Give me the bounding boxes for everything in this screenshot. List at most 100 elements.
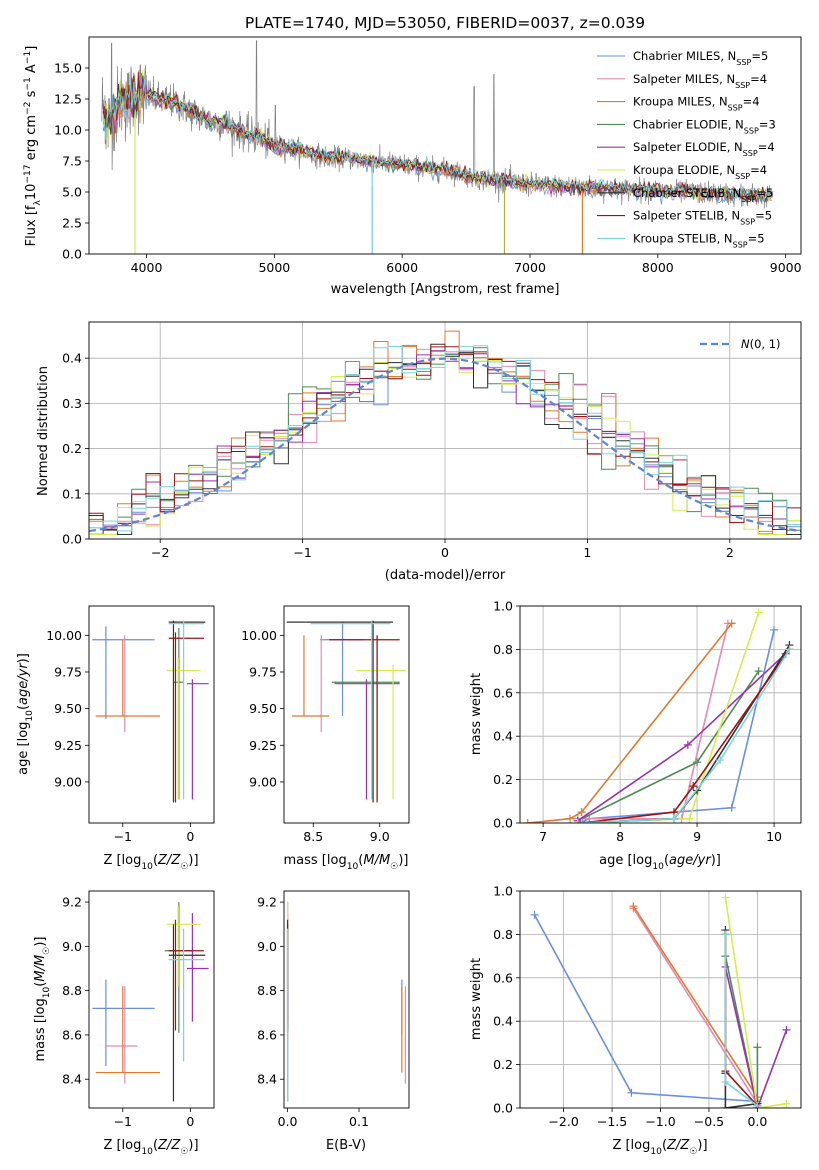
- weight-point-3: [577, 808, 586, 817]
- axes-mass_vs_Z: −1 0 8.4 8.6 8.8 9.0 9.2: [62, 890, 215, 1129]
- y-tick-label: 2.5: [62, 216, 82, 231]
- y-tick-label: 0.3: [62, 396, 82, 411]
- weight-point-9: [669, 814, 678, 823]
- axes-frame: [283, 890, 410, 1109]
- y-tick-label: 0.2: [62, 441, 82, 456]
- weight-line-5: [724, 966, 788, 1108]
- y-tick-label: 9.0: [62, 939, 82, 954]
- x-axis-label: (data-model)/error: [385, 568, 506, 583]
- axes-mass_vs_EBV: 0.0 0.1 8.4 8.6 8.8 9.0 9.2: [257, 890, 410, 1129]
- residual-histogram-8: [89, 346, 801, 535]
- x-tick-label: −2: [151, 545, 169, 560]
- weight-point-4: [753, 1043, 762, 1052]
- legend-entry-5: Salpeter ELODIE, NSSP=4: [633, 140, 775, 158]
- legend-entry-7: Chabrier STELIB, NSSP=5: [633, 186, 773, 204]
- weight-point-6: [573, 819, 582, 823]
- weight-point-9: [721, 930, 730, 939]
- weight-point-6: [721, 893, 730, 902]
- y-tick-label: 9.50: [54, 701, 82, 716]
- legend-entry-8: Salpeter STELIB, NSSP=5: [633, 209, 772, 227]
- weight-line-9: [581, 648, 791, 823]
- x-tick-label: 7000: [514, 260, 546, 275]
- x-tick-label: 8: [616, 829, 624, 844]
- x-axis-label: Z [log10(Z/Z☉)]: [612, 1138, 707, 1157]
- x-tick-label: 0.0: [747, 1114, 767, 1129]
- legend-entry-3: Kroupa MILES, NSSP=4: [633, 95, 760, 113]
- plot-area: [520, 606, 801, 823]
- y-tick-label: 15.0: [54, 61, 82, 76]
- x-axis-label: Z [log10(Z/Z☉)]: [103, 853, 198, 872]
- y-tick-label: 0.0: [493, 816, 513, 831]
- x-tick-label: −1: [293, 545, 311, 560]
- y-tick-label: 8.4: [257, 1072, 277, 1087]
- model-spectrum-8: [102, 71, 772, 203]
- weight-point-8: [689, 782, 698, 791]
- y-tick-label: 1.0: [493, 599, 513, 614]
- weight-line-4: [724, 955, 759, 1108]
- model-spectrum-9: [102, 78, 773, 201]
- weight-line-6: [577, 612, 760, 823]
- x-tick-label: 2: [726, 545, 734, 560]
- axes-weight_vs_Z: −2.0 −1.5 −1.0 −0.5 0.0 0.0 0.2 0.4 0.6 0.8 1.0: [493, 884, 802, 1129]
- weight-point-1: [770, 625, 779, 634]
- weight-point-5: [782, 1025, 791, 1034]
- weight-line-6: [724, 897, 787, 1108]
- y-tick-label: 9.75: [249, 664, 277, 679]
- y-tick-label: 9.2: [257, 895, 277, 910]
- y-tick-label: 7.5: [62, 154, 82, 169]
- axes-residuals: −2 −1 0 1 2 0.0 0.1 0.2 0.3 0.4: [62, 321, 802, 560]
- axes-frame: [283, 605, 410, 824]
- legend-entry-2: Salpeter MILES, NSSP=4: [633, 72, 767, 90]
- y-tick-label: 0.8: [493, 927, 513, 942]
- weight-point-1: [627, 1088, 636, 1097]
- y-tick-label: 9.00: [54, 774, 82, 789]
- x-tick-label: −1.0: [645, 1114, 675, 1129]
- legend-entry-9: Kroupa STELIB, NSSP=5: [633, 231, 765, 249]
- y-tick-label: 9.0: [257, 939, 277, 954]
- axes-frame: [88, 36, 802, 255]
- y-tick-label: 10.00: [241, 628, 277, 643]
- weight-point-9: [785, 645, 794, 654]
- weight-point-3: [566, 814, 575, 823]
- x-tick-label: −1: [114, 829, 132, 844]
- model-spectrum-6: [102, 69, 773, 203]
- residual-histogram-7: [89, 343, 801, 535]
- weight-line-2: [632, 907, 759, 1105]
- y-tick-label: 9.75: [54, 664, 82, 679]
- plot-area: [101, 40, 774, 254]
- weight-point-4: [693, 758, 702, 767]
- x-tick-label: 0: [441, 545, 449, 560]
- x-tick-label: 8.5: [303, 829, 323, 844]
- weight-point-6: [754, 608, 763, 617]
- weight-point-5: [683, 740, 692, 749]
- y-axis-label: mass weight: [469, 958, 484, 1040]
- axes-frame: [88, 321, 802, 540]
- y-tick-label: 9.25: [54, 738, 82, 753]
- plot-area: [520, 891, 801, 1108]
- weight-point-9: [716, 756, 725, 765]
- y-tick-label: 10.0: [54, 123, 82, 138]
- x-tick-label: 5000: [258, 260, 290, 275]
- y-tick-label: 0.4: [493, 729, 513, 744]
- weight-point-6: [782, 1099, 791, 1108]
- legend-entry-1: Chabrier MILES, NSSP=5: [633, 49, 768, 67]
- y-tick-label: 8.6: [62, 1027, 82, 1042]
- x-axis-label: E(B-V): [326, 1138, 366, 1153]
- y-axis-label: age [log10(age/yr)]: [16, 653, 35, 775]
- y-tick-label: 9.00: [249, 774, 277, 789]
- weight-point-6: [685, 814, 694, 823]
- weight-point-9: [721, 1077, 730, 1086]
- weight-line-8: [581, 648, 791, 823]
- legend-entry-4: Chabrier ELODIE, NSSP=3: [633, 117, 776, 135]
- weight-point-4: [754, 667, 763, 676]
- y-tick-label: 0.1: [62, 486, 82, 501]
- plot-area: [286, 620, 407, 803]
- y-tick-label: 8.8: [62, 983, 82, 998]
- x-tick-label: 9: [693, 829, 701, 844]
- y-axis-label: Flux [fλ10−17 erg cm−2 s−1 A−1]: [23, 46, 43, 247]
- y-tick-label: 8.4: [62, 1072, 82, 1087]
- x-tick-label: 10: [766, 829, 782, 844]
- y-axis-label: mass [log10(M/M☉)]: [33, 937, 52, 1062]
- y-tick-label: 0.4: [493, 1014, 513, 1029]
